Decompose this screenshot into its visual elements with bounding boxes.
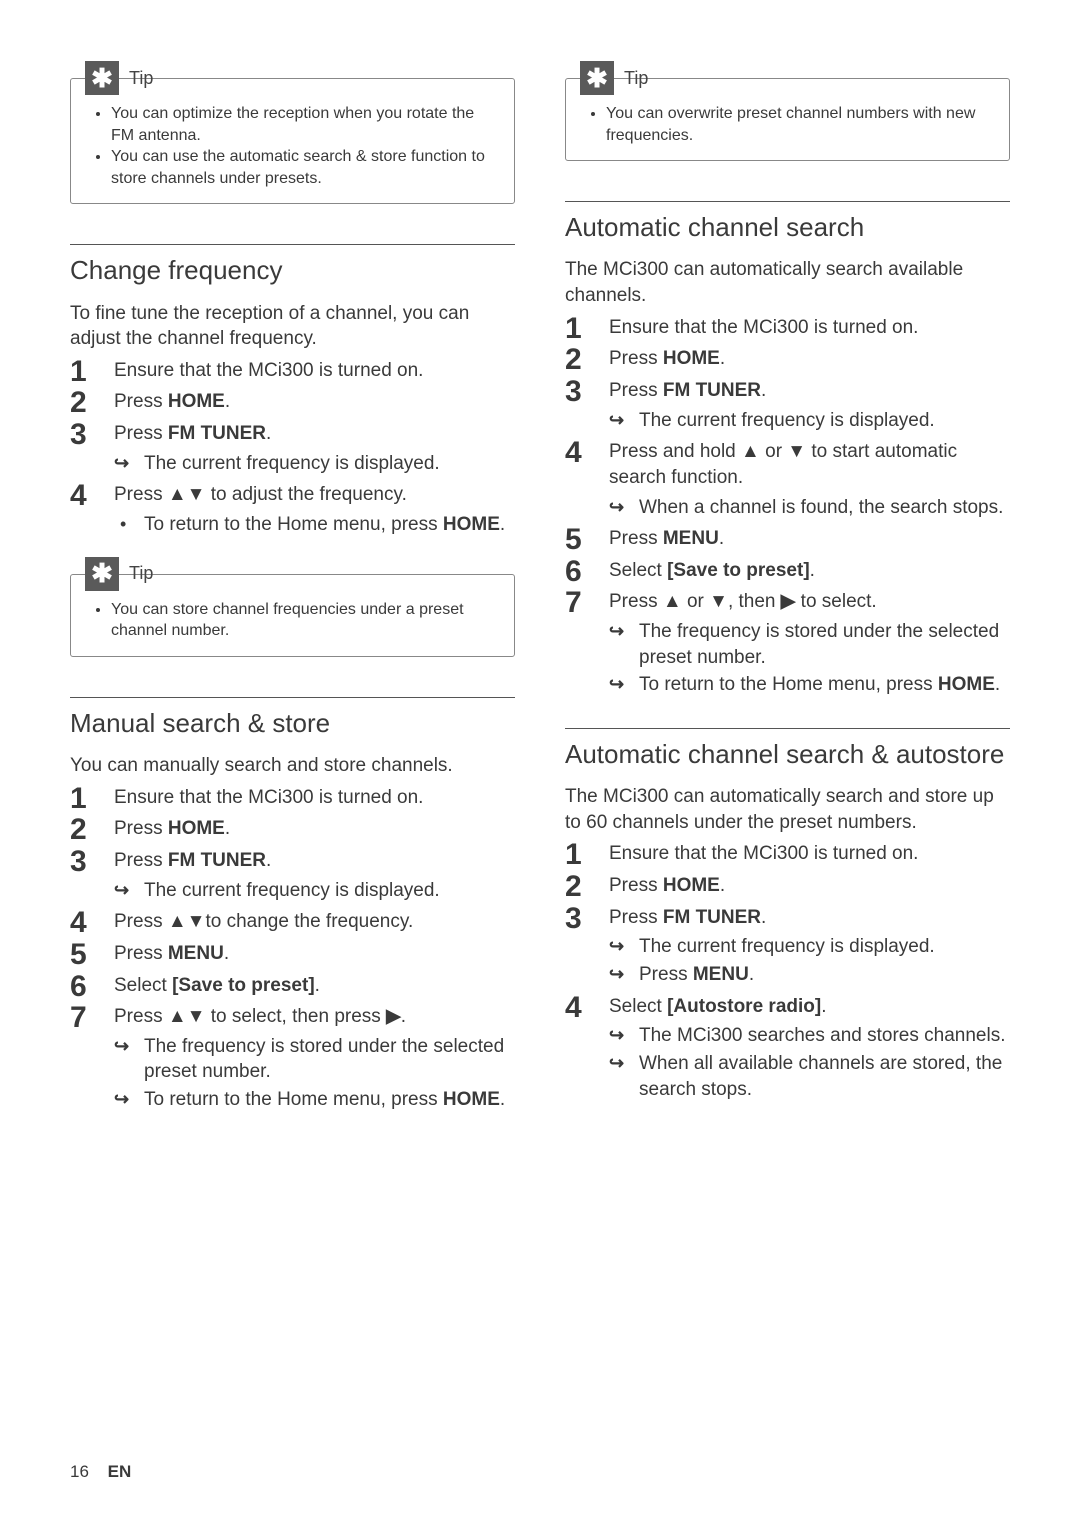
tip-box: ✱ Tip You can store channel frequencies …: [70, 574, 515, 657]
step: Press HOME.: [70, 816, 515, 842]
section-intro: You can manually search and store channe…: [70, 753, 515, 779]
section-rule: [565, 728, 1010, 729]
step: Select [Save to preset].: [565, 558, 1010, 584]
tip-list: You can overwrite preset channel numbers…: [580, 103, 995, 146]
step: Select [Save to preset].: [70, 973, 515, 999]
step: Ensure that the MCi300 is turned on.: [70, 358, 515, 384]
step: Ensure that the MCi300 is turned on.: [565, 841, 1010, 867]
section-rule: [70, 697, 515, 698]
steps-list: Ensure that the MCi300 is turned on. Pre…: [70, 358, 515, 538]
step: Ensure that the MCi300 is turned on.: [70, 785, 515, 811]
step: Press FM TUNER. The current frequency is…: [70, 848, 515, 903]
step: Press FM TUNER. The current frequency is…: [70, 421, 515, 476]
section-intro: The MCi300 can automatically search avai…: [565, 257, 1010, 308]
left-column: ✱ Tip You can optimize the reception whe…: [70, 60, 515, 1119]
step: Press ▲▼ to adjust the frequency. To ret…: [70, 482, 515, 537]
tip-item: You can store channel frequencies under …: [111, 599, 500, 642]
section-title: Automatic channel search: [565, 212, 1010, 243]
section-intro: To fine tune the reception of a channel,…: [70, 301, 515, 352]
tip-box: ✱ Tip You can overwrite preset channel n…: [565, 78, 1010, 161]
tip-label: Tip: [129, 563, 153, 584]
substep: To return to the Home menu, press HOME.: [609, 672, 1010, 698]
tip-asterisk-icon: ✱: [580, 61, 614, 95]
page-number: 16: [70, 1462, 89, 1481]
tip-label: Tip: [129, 68, 153, 89]
tip-asterisk-icon: ✱: [85, 557, 119, 591]
tip-asterisk-icon: ✱: [85, 61, 119, 95]
step: Press HOME.: [565, 346, 1010, 372]
tip-item: You can overwrite preset channel numbers…: [606, 103, 995, 146]
substep: Press MENU.: [609, 962, 1010, 988]
tip-item: You can optimize the reception when you …: [111, 103, 500, 146]
step: Ensure that the MCi300 is turned on.: [565, 315, 1010, 341]
substep: The current frequency is displayed.: [609, 408, 1010, 434]
section-rule: [565, 201, 1010, 202]
substep: The current frequency is displayed.: [114, 451, 515, 477]
substep: When a channel is found, the search stop…: [609, 495, 1010, 521]
section-title: Automatic channel search & autostore: [565, 739, 1010, 770]
step: Press FM TUNER. The current frequency is…: [565, 378, 1010, 433]
step: Press MENU.: [70, 941, 515, 967]
substep: When all available channels are stored, …: [609, 1051, 1010, 1102]
page-footer: 16 EN: [70, 1462, 131, 1482]
substep: The frequency is stored under the select…: [609, 619, 1010, 670]
tip-item: You can use the automatic search & store…: [111, 146, 500, 189]
steps-list: Ensure that the MCi300 is turned on. Pre…: [565, 841, 1010, 1102]
substep: The current frequency is displayed.: [114, 878, 515, 904]
tip-list: You can optimize the reception when you …: [85, 103, 500, 189]
steps-list: Ensure that the MCi300 is turned on. Pre…: [565, 315, 1010, 698]
step: Press HOME.: [565, 873, 1010, 899]
step: Select [Autostore radio]. The MCi300 sea…: [565, 994, 1010, 1103]
section-title: Change frequency: [70, 255, 515, 286]
steps-list: Ensure that the MCi300 is turned on. Pre…: [70, 785, 515, 1113]
right-column: ✱ Tip You can overwrite preset channel n…: [565, 60, 1010, 1119]
page-lang: EN: [108, 1462, 132, 1481]
tip-list: You can store channel frequencies under …: [85, 599, 500, 642]
substep: The frequency is stored under the select…: [114, 1034, 515, 1085]
step: Press HOME.: [70, 389, 515, 415]
substep: The MCi300 searches and stores channels.: [609, 1023, 1010, 1049]
step: Press ▲ or ▼, then ▶ to select. The freq…: [565, 589, 1010, 698]
step: Press MENU.: [565, 526, 1010, 552]
step: Press ▲▼to change the frequency.: [70, 909, 515, 935]
tip-label: Tip: [624, 68, 648, 89]
substep: The current frequency is displayed.: [609, 934, 1010, 960]
step: Press ▲▼ to select, then press ▶. The fr…: [70, 1004, 515, 1113]
section-title: Manual search & store: [70, 708, 515, 739]
section-intro: The MCi300 can automatically search and …: [565, 784, 1010, 835]
step: Press and hold ▲ or ▼ to start automatic…: [565, 439, 1010, 520]
section-rule: [70, 244, 515, 245]
tip-box: ✱ Tip You can optimize the reception whe…: [70, 78, 515, 204]
substep: To return to the Home menu, press HOME.: [114, 1087, 515, 1113]
substep: To return to the Home menu, press HOME.: [114, 512, 515, 538]
step: Press FM TUNER. The current frequency is…: [565, 905, 1010, 988]
